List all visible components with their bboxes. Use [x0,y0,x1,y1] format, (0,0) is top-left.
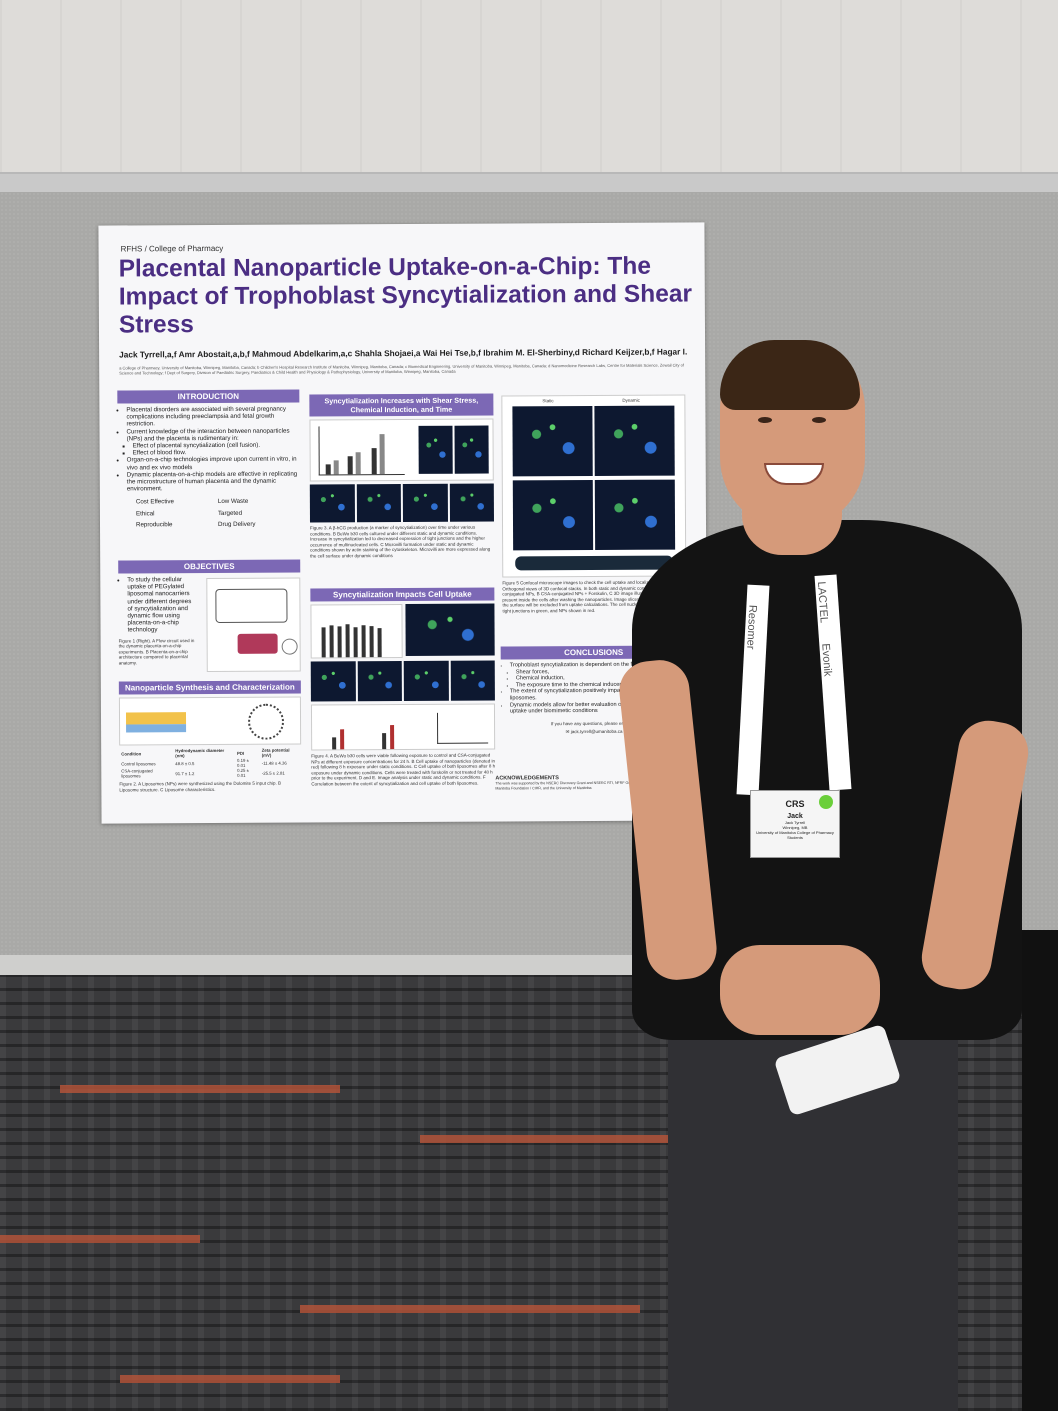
badge-org: University of Manitoba College of Pharma… [756,830,834,835]
objectives-heading: OBJECTIVES [118,559,301,574]
synthesis-section: Nanoparticle Synthesis and Characterizat… [118,680,302,793]
feature-cost-effective: Cost Effective [135,498,174,506]
table-header: Hydrodynamic diameter (nm) [175,747,225,759]
flow-circuit-figure [206,577,301,673]
figure-3-caption: Figure 3. A β-hCG production (a marker o… [310,524,491,558]
syncytialization-section: Syncytialization Increases with Shear St… [309,393,494,559]
poster-title: Placental Nanoparticle Uptake-on-a-Chip:… [118,252,693,339]
introduction-heading: INTRODUCTION [117,389,300,404]
feature-low-waste: Low Waste [217,498,249,506]
table-header: PDI [236,750,245,756]
objective-text: To study the cellular uptake of PEGylate… [127,576,196,634]
figure-5-panels: Static Dynamic [501,394,687,578]
synthesis-figure [118,696,302,746]
intro-bullet: Organ-on-a-chip technologies improve upo… [127,456,300,471]
table-header: Condition [121,750,142,756]
email-icon: ✉ [565,729,570,735]
badge-green-dot [819,795,833,809]
intro-bullet: Placental disorders are associated with … [126,406,299,429]
figure-4-middle [310,660,495,702]
feature-ethical: Ethical [135,509,155,518]
figure-4-top [310,603,495,659]
feature-reproducible: Reproducible [135,521,173,529]
figure-3-microscopy-row [309,483,494,523]
table-header: Zeta potential (mV) [261,747,290,758]
label-dynamic: Dynamic [622,397,640,403]
syncytialization-heading: Syncytialization Increases with Shear St… [309,393,494,417]
liposome-table: Condition Hydrodynamic diameter (nm) PDI… [119,748,301,779]
objectives-section: OBJECTIVES To study the cellular uptake … [118,559,301,673]
feature-targeted: Targeted [217,509,243,517]
intro-bullet: Current knowledge of the interaction bet… [126,427,299,442]
badge-role: Students [787,835,803,840]
person-hair [720,340,860,410]
figure-4-caption: Figure 4. A BeWo b30 cells were viable f… [311,752,496,786]
badge-first-name: Jack [787,813,803,820]
badge-full-name: Jack Tyrrell [784,820,806,825]
contact-email: jack.tyrrell@umanitoba.ca [570,729,623,735]
uptake-section: Syncytialization Impacts Cell Uptake [310,587,496,787]
figure-3-panels [309,418,494,482]
introduction-section: INTRODUCTION Placental disorders are ass… [117,389,300,529]
feature-list: Cost Effective Low Waste Ethical Targete… [118,498,300,529]
figure-4-bottom [310,703,496,751]
figure-1-caption: Figure 1 (Right). A Flow circuit used in… [118,637,195,666]
uptake-heading: Syncytialization Impacts Cell Uptake [310,587,495,602]
person-clasped-hands [720,945,880,1035]
feature-drug-delivery: Drug Delivery [217,520,256,528]
table-row: CSA-conjugated liposomes 91.7 ± 1.2 0.25… [121,767,285,779]
badge-event: CRS [785,799,805,809]
intro-bullet: Dynamic placenta-on-a-chip models are ef… [127,470,300,493]
beta-hcg-chart [318,425,405,476]
poster-authors: Jack Tyrrell,a,f Amr Abostait,a,b,f Mahm… [119,346,690,360]
display-stand [1022,930,1058,1411]
name-badge: CRS Jack Jack Tyrrell Winnipeg, MB Unive… [750,790,840,858]
label-static: Static [542,398,554,404]
figure-2-caption: Figure 2. A Liposomes (NPs) were synthes… [119,780,281,792]
wall [0,0,1058,185]
poster-brand: RFHS / College of Pharmacy [120,243,224,254]
poster-board-frame [0,172,1058,194]
poster-affiliations: a College of Pharmacy, University of Man… [119,362,684,376]
synthesis-heading: Nanoparticle Synthesis and Characterizat… [118,680,301,695]
badge-location: Winnipeg, MB [782,825,808,830]
research-poster: RFHS / College of Pharmacy Placental Nan… [98,222,708,824]
